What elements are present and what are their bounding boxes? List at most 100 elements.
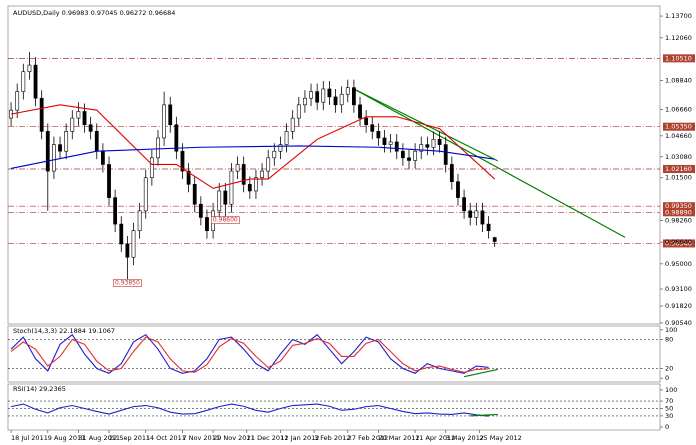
trendline	[470, 413, 498, 417]
candle-body	[33, 64, 38, 99]
candle-body	[76, 111, 81, 119]
level-label: 0.96540	[665, 239, 692, 247]
indicator-line	[10, 104, 496, 189]
x-tick-label: 3 Feb 2012	[314, 434, 350, 442]
candle-body	[266, 157, 271, 172]
candle-body	[486, 223, 491, 232]
annotation-label: 0.98600	[213, 217, 238, 224]
candle-body	[156, 137, 160, 159]
candle-body	[376, 131, 381, 139]
trendline	[353, 88, 626, 238]
candle-body	[180, 150, 185, 172]
candle-body	[94, 131, 99, 152]
candle-body	[100, 150, 105, 165]
annotation-bg	[211, 216, 240, 224]
y-tick-label: 100	[665, 326, 677, 334]
candle-body	[400, 150, 405, 159]
y-tick-label: 0.96640	[665, 238, 692, 246]
candle-body	[247, 184, 252, 192]
candle-body	[449, 164, 454, 182]
x-tick-label: 27 Feb 2012	[348, 434, 388, 442]
candle-body	[364, 117, 369, 126]
candle-body	[492, 237, 497, 242]
candle-body	[15, 91, 20, 111]
level-label: 1.10510	[665, 54, 692, 62]
candle-body	[443, 144, 448, 165]
candle-body	[186, 170, 191, 185]
candle-body	[413, 150, 418, 161]
candle-body	[358, 104, 362, 119]
candle-body	[468, 210, 473, 218]
candle-body	[58, 144, 62, 152]
candle-body	[88, 124, 93, 132]
candle-body	[284, 131, 289, 145]
candle-body	[64, 131, 69, 152]
y-tick-label: 1.01500	[665, 174, 692, 182]
y-tick-label: 80	[665, 336, 673, 344]
candle-body	[143, 177, 148, 212]
y-tick-label: 1.08840	[665, 76, 692, 84]
indicator-line	[10, 403, 489, 417]
candle-body	[198, 203, 203, 218]
candle-body	[296, 104, 301, 119]
candle-body	[370, 124, 375, 132]
candle-body	[260, 170, 264, 179]
candle-body	[70, 117, 75, 132]
candle-body	[131, 230, 136, 258]
candle-body	[241, 164, 246, 185]
candle-body	[315, 91, 320, 103]
candle-body	[52, 144, 56, 172]
x-tick-label: 12 Jan 2012	[280, 434, 319, 442]
y-tick-label: 1.12060	[665, 34, 692, 42]
candle-body	[174, 124, 179, 152]
x-tick-label: 21 Dec 2011	[247, 434, 289, 442]
candle-body	[321, 88, 326, 103]
x-tick-label: 18 Jul 2011	[11, 434, 48, 442]
candle-body	[462, 197, 466, 212]
candle-body	[456, 181, 460, 198]
candle-body	[168, 104, 173, 126]
annotation-label: 0.93850	[115, 280, 140, 287]
candle-body	[345, 87, 350, 95]
candle-body	[107, 164, 111, 198]
y-tick-label: 0.95000	[665, 260, 692, 268]
candle-body	[351, 87, 356, 106]
x-tick-label: 7 Nov 2011	[182, 434, 220, 442]
candle-body	[125, 243, 130, 258]
candle-body	[474, 210, 479, 218]
candle-body	[45, 131, 50, 172]
candle-body	[407, 157, 411, 161]
rsi-title: RSI(14) 29.2365	[13, 385, 66, 393]
candle-body	[162, 104, 167, 139]
candle-body	[394, 141, 399, 152]
x-tick-label: 20 Mar 2012	[378, 434, 419, 442]
level-label: 1.05350	[665, 123, 692, 131]
candle-body	[272, 150, 277, 159]
x-tick-label: 29 Nov 2011	[213, 434, 255, 442]
level-label: 0.98890	[665, 208, 692, 216]
level-label-bg	[663, 164, 695, 173]
y-tick-label: 0.98260	[665, 217, 692, 225]
x-tick-label: 11 Apr 2012	[415, 434, 455, 442]
x-tick-label: 9 Aug 2011	[48, 434, 86, 442]
y-tick-label: 1.13700	[665, 12, 692, 20]
level-label-bg	[663, 54, 695, 63]
level-label: 1.02160	[665, 165, 692, 173]
level-label-bg	[663, 202, 695, 211]
candle-body	[82, 111, 87, 126]
candle-body	[192, 184, 197, 205]
x-tick-label: 25 May 2012	[479, 434, 521, 442]
x-tick-label: 3 May 2012	[446, 434, 484, 442]
candle-body	[290, 117, 295, 132]
y-tick-label: 0.91820	[665, 302, 692, 310]
candle-body	[119, 223, 124, 245]
candle-body	[339, 93, 344, 106]
rsi-panel	[7, 383, 661, 431]
candle-body	[217, 190, 222, 212]
indicator-line	[10, 336, 489, 373]
candle-body	[137, 210, 142, 232]
y-tick-label: 70	[665, 397, 673, 405]
trendline	[463, 368, 498, 378]
candle-body	[480, 210, 485, 225]
